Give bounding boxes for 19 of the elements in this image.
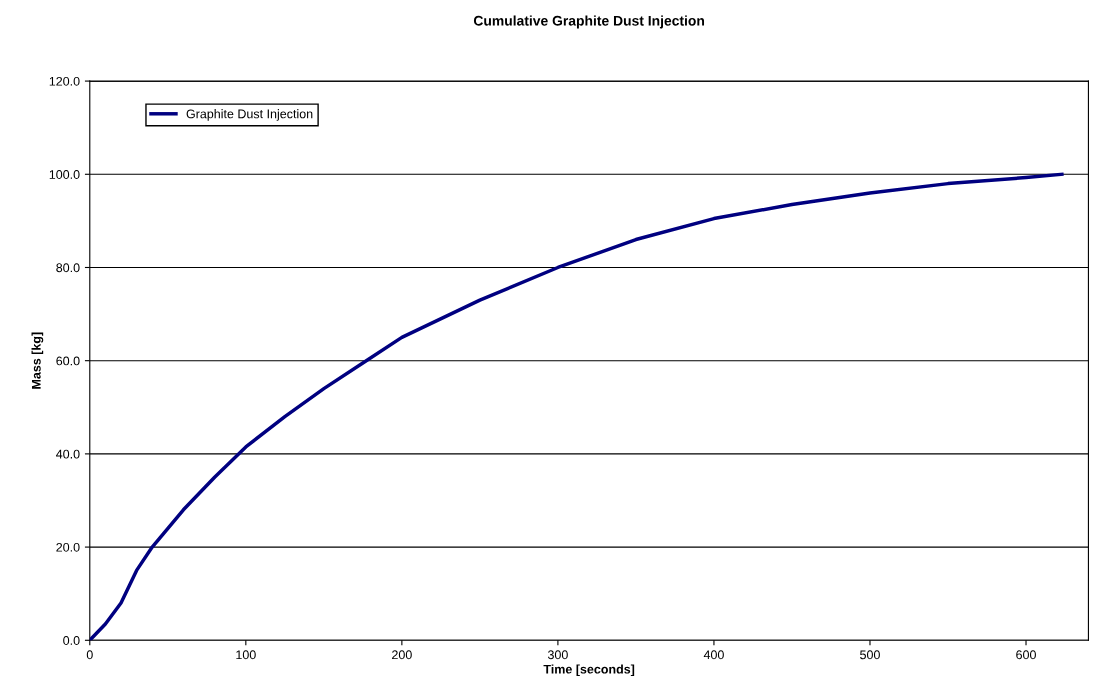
- x-tick-label: 300: [547, 650, 568, 660]
- x-tick-label: 500: [860, 650, 880, 660]
- x-tick-label: 0: [86, 650, 93, 660]
- y-tick-label: 80.0: [56, 263, 80, 273]
- x-axis-title: Time [seconds]: [543, 664, 635, 677]
- y-tick-label: 100.0: [49, 170, 80, 179]
- y-tick-label: 60.0: [56, 356, 80, 366]
- y-axis-title: Mass [kg]: [31, 332, 44, 389]
- line-series: [89, 172, 1064, 641]
- x-tick-label: 400: [703, 650, 724, 660]
- y-tick-label: 0.0: [63, 636, 80, 645]
- chart-title: Cumulative Graphite Dust Injection: [473, 15, 705, 29]
- x-tick-label: 200: [392, 650, 412, 660]
- y-tick-label: 40.0: [56, 449, 80, 459]
- x-tick-label: 100: [236, 650, 256, 660]
- x-tick-label: 600: [1016, 650, 1036, 660]
- y-tick-label: 20.0: [56, 542, 80, 552]
- y-tick-label: 120.0: [49, 76, 80, 86]
- legend-label: Graphite Dust Injection: [186, 109, 313, 121]
